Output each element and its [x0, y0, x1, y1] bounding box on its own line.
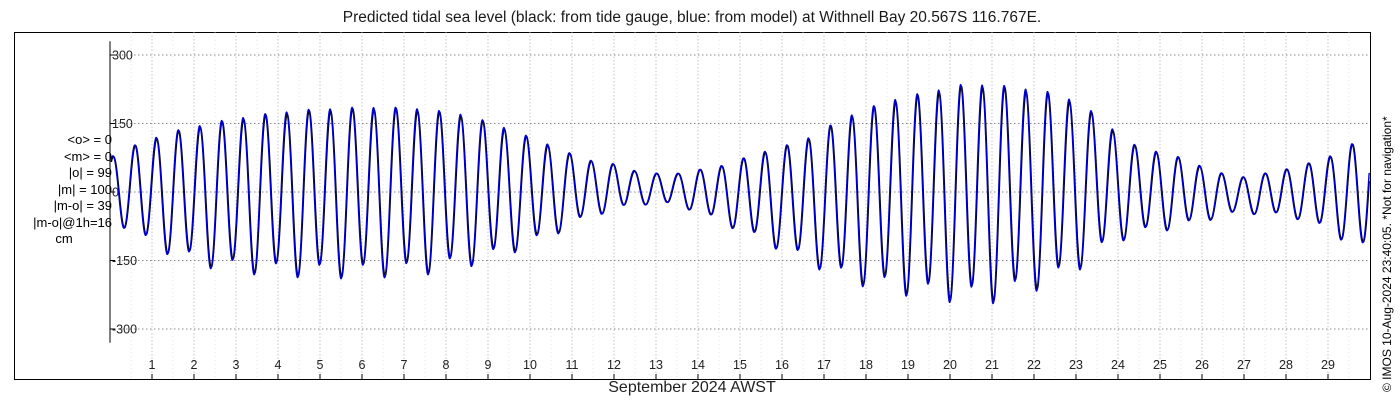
x-tick-label: 5	[317, 358, 324, 372]
stat-diff-abs: |m-o| = 39	[53, 198, 112, 213]
x-axis-label: September 2024 AWST	[608, 379, 776, 396]
stat-diff-1h: |m-o|@1h=16	[33, 214, 112, 230]
x-tick-label: 22	[1027, 358, 1041, 372]
x-tick-label: 27	[1237, 358, 1251, 372]
x-tick-label: 20	[943, 358, 957, 372]
x-tick-label: 17	[817, 358, 831, 372]
x-tick-label: 3	[233, 358, 240, 372]
y-tick-label: -300	[112, 323, 137, 337]
stat-model-mean: <m> = 0	[63, 148, 112, 164]
y-tick-label: -150	[112, 254, 137, 268]
chart-title: Predicted tidal sea level (black: from t…	[342, 9, 1042, 26]
x-tick-label: 13	[649, 358, 663, 372]
stat-obs-abs: |o| = 99	[68, 165, 112, 180]
y-tick-label: 300	[112, 48, 133, 62]
x-tick-label: 8	[443, 358, 450, 372]
grid	[110, 32, 1370, 379]
x-tick-label: 11	[566, 358, 579, 372]
x-tick-label: 21	[985, 358, 999, 372]
series-lines	[110, 83, 1370, 305]
x-tick-label: 10	[523, 358, 537, 372]
x-tick-label: 12	[607, 358, 621, 372]
x-tick-label: 19	[901, 358, 915, 372]
x-tick-label: 25	[1153, 358, 1167, 372]
credit-text: © IMOS 10-Aug-2024 23:40:05. *Not for na…	[1380, 116, 1394, 392]
stat-obs-mean: <o> = 0	[67, 132, 112, 147]
y-tick-label: 0	[112, 186, 119, 200]
x-tick-label: 7	[401, 358, 408, 372]
x-tick-label: 14	[691, 358, 705, 372]
y-tick-label: 150	[112, 117, 133, 131]
x-tick-label: 6	[359, 358, 366, 372]
x-tick-label: 26	[1195, 358, 1209, 372]
x-tick-label: 2	[191, 358, 198, 372]
x-tick-label: 28	[1279, 358, 1293, 372]
plot-frame	[14, 32, 1371, 380]
x-tick-label: 24	[1111, 358, 1125, 372]
x-tick-label: 29	[1321, 358, 1335, 372]
x-tick-label: 16	[775, 358, 789, 372]
series-line-model	[110, 83, 1370, 305]
x-tick-label: 23	[1069, 358, 1083, 372]
stat-model-abs: |m| = 100	[57, 181, 112, 197]
x-tick-label: 18	[859, 358, 873, 372]
x-tick-label: 9	[485, 358, 492, 372]
stat-units: cm	[55, 231, 73, 246]
x-tick-label: 4	[275, 358, 282, 372]
x-tick-label: 15	[733, 358, 747, 372]
x-tick-label: 1	[149, 358, 156, 372]
stats-panel: <o> = 0 <m> = 0 |o| = 99 |m| = 100 |m-o|…	[0, 132, 128, 248]
